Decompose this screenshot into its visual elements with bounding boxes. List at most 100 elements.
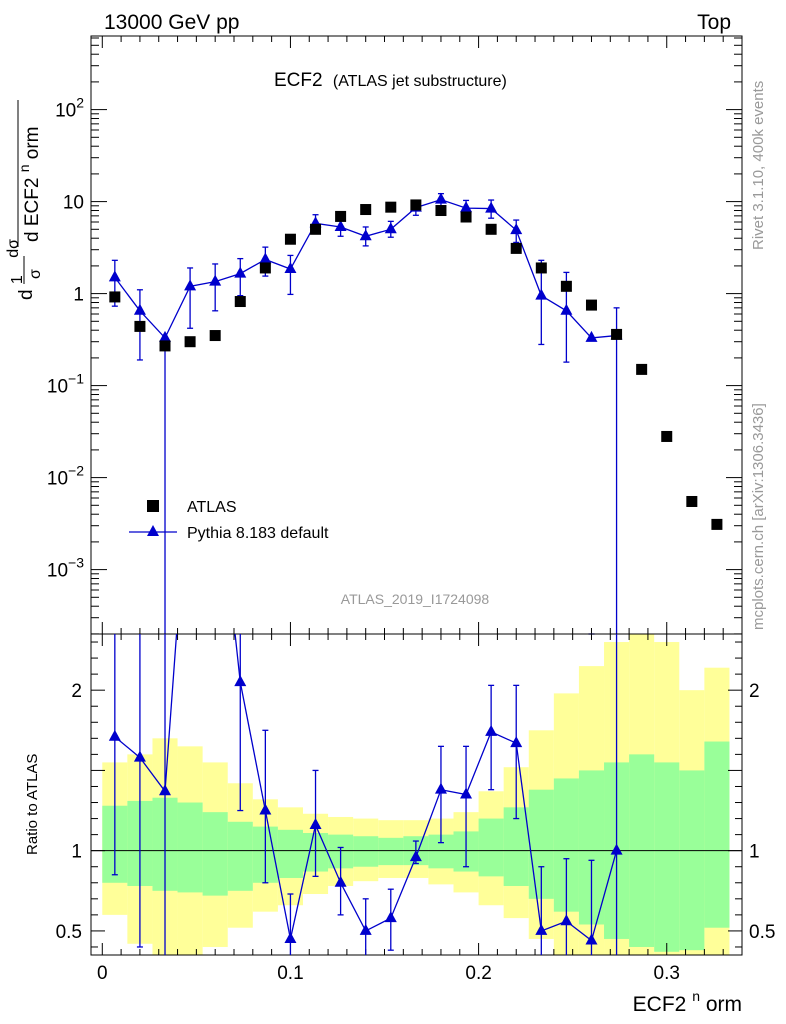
mc-point-9 xyxy=(334,219,347,231)
legend-atlas-marker xyxy=(147,500,159,512)
ratio-point-16 xyxy=(510,736,523,748)
atlas-point-6 xyxy=(259,262,271,274)
mc-point-5 xyxy=(234,266,247,278)
legend-mc-label: Pythia 8.183 default xyxy=(187,525,329,542)
band-green-4 xyxy=(202,812,228,896)
ratio-tick-label-right-2: 2 xyxy=(749,681,760,702)
atlas-point-21 xyxy=(636,363,648,375)
ratio-panel: 0 0.1 0.2 0.3 0.5 0.5 1 1 2 2 xyxy=(56,633,775,984)
ratio-tick-label-right-0: 0.5 xyxy=(749,922,775,943)
y-title-orm: orm xyxy=(22,126,43,159)
ratio-point-0 xyxy=(108,729,121,741)
x-title-sup: n xyxy=(692,988,700,1004)
ratio-point-9 xyxy=(334,875,347,887)
atlas-point-16 xyxy=(510,242,522,254)
atlas-point-20 xyxy=(611,328,623,340)
ratio-tick-label-right-1: 1 xyxy=(749,842,760,863)
mc-point-18 xyxy=(560,303,573,315)
mc-point-19 xyxy=(585,330,598,342)
atlas-point-5 xyxy=(234,296,246,308)
y-title-sigma: σ xyxy=(27,269,44,279)
ratio-point-17 xyxy=(535,923,548,935)
mc-point-16 xyxy=(510,223,523,235)
atlas-point-12 xyxy=(410,199,422,211)
y-axis-title: d 1 σ dσ d ECF2 n orm xyxy=(5,100,45,300)
atlas-point-17 xyxy=(535,262,547,274)
ratio-point-12 xyxy=(409,850,422,862)
band-green-16 xyxy=(503,807,529,886)
ratio-point-13 xyxy=(434,782,447,794)
chart-title-main: ECF2 xyxy=(274,70,323,91)
y-tick-label-1: 10−2 xyxy=(47,463,84,490)
mc-point-10 xyxy=(359,229,372,241)
main-frame xyxy=(90,35,743,635)
main-panel: 10−3 10−2 10−1 1 10 102 xyxy=(47,35,743,635)
legend: ATLAS Pythia 8.183 default xyxy=(129,499,329,542)
x-title-main: ECF2 xyxy=(633,993,687,1016)
band-green-10 xyxy=(353,836,379,867)
band-green-23 xyxy=(679,770,705,951)
x-tick-label-2: 0.2 xyxy=(465,963,491,984)
y-title-dsigma: dσ xyxy=(5,239,22,258)
header-energy: 13000 GeV pp xyxy=(104,11,239,34)
ratio-point-6 xyxy=(259,803,272,815)
mc-point-11 xyxy=(384,222,397,234)
mcplots-label: mcplots.cern.ch [arXiv:1306.3436] xyxy=(750,403,767,630)
mc-point-6 xyxy=(259,252,272,264)
mc-point-3 xyxy=(184,279,197,291)
atlas-point-0 xyxy=(109,291,121,303)
atlas-point-24 xyxy=(711,518,723,530)
ratio-y-title: Ratio to ATLAS xyxy=(24,754,41,855)
ratio-point-15 xyxy=(485,724,498,736)
x-tick-label-3: 0.3 xyxy=(654,963,680,984)
mc-point-4 xyxy=(209,274,222,286)
atlas-point-9 xyxy=(335,210,347,222)
mc-point-0 xyxy=(108,270,121,282)
atlas-point-3 xyxy=(184,336,196,348)
ratio-frame xyxy=(90,633,743,956)
y-tick-label-2: 10−1 xyxy=(47,371,84,398)
atlas-point-8 xyxy=(310,223,322,235)
legend-mc-marker xyxy=(147,525,159,536)
x-tick-label-0: 0 xyxy=(97,963,108,984)
atlas-point-18 xyxy=(560,280,572,292)
mc-point-14 xyxy=(460,201,473,213)
atlas-point-14 xyxy=(460,211,472,223)
y-title-one: 1 xyxy=(9,275,26,284)
svg-text:d 1 σ dσ: d 1 σ dσ xyxy=(5,239,45,300)
mc-point-7 xyxy=(284,262,297,274)
ratio-point-1 xyxy=(133,750,146,762)
ratio-tick-label-left-2: 2 xyxy=(71,681,82,702)
band-green-3 xyxy=(177,802,203,893)
ratio-tick-label-left-1: 1 xyxy=(71,842,82,863)
mc-point-15 xyxy=(485,201,498,213)
y-tick-label-3: 1 xyxy=(73,285,84,306)
ratio-point-20 xyxy=(610,843,623,855)
band-green-11 xyxy=(378,837,404,866)
mc-point-17 xyxy=(535,288,548,300)
y-title-d1: d xyxy=(16,289,37,300)
y-tick-label-0: 10−3 xyxy=(47,555,84,582)
y-title-sup: n xyxy=(16,165,32,173)
atlas-point-13 xyxy=(435,205,447,217)
ratio-point-11 xyxy=(384,911,397,923)
x-axis-title: ECF2 n orm xyxy=(633,983,742,1016)
atlas-point-19 xyxy=(585,299,597,311)
atlas-point-2 xyxy=(159,340,171,352)
mc-point-2 xyxy=(159,330,172,342)
band-green-24 xyxy=(704,741,730,928)
rivet-label: Rivet 3.1.10, 400k events xyxy=(750,81,767,250)
atlas-point-10 xyxy=(360,204,372,216)
ratio-point-5 xyxy=(234,675,247,687)
atlas-point-23 xyxy=(686,495,698,507)
header-process: Top xyxy=(697,11,731,34)
chart-subtitle: (ATLAS jet substructure) xyxy=(333,73,507,90)
band-green-15 xyxy=(478,818,504,877)
atlas-point-11 xyxy=(385,201,397,213)
band-green-22 xyxy=(654,762,680,952)
svg-text:d ECF2 n orm: d ECF2 n orm xyxy=(13,126,43,242)
atlas-point-4 xyxy=(209,330,221,342)
ratio-point-7 xyxy=(284,931,297,943)
x-tick-label-1: 0.1 xyxy=(277,963,303,984)
